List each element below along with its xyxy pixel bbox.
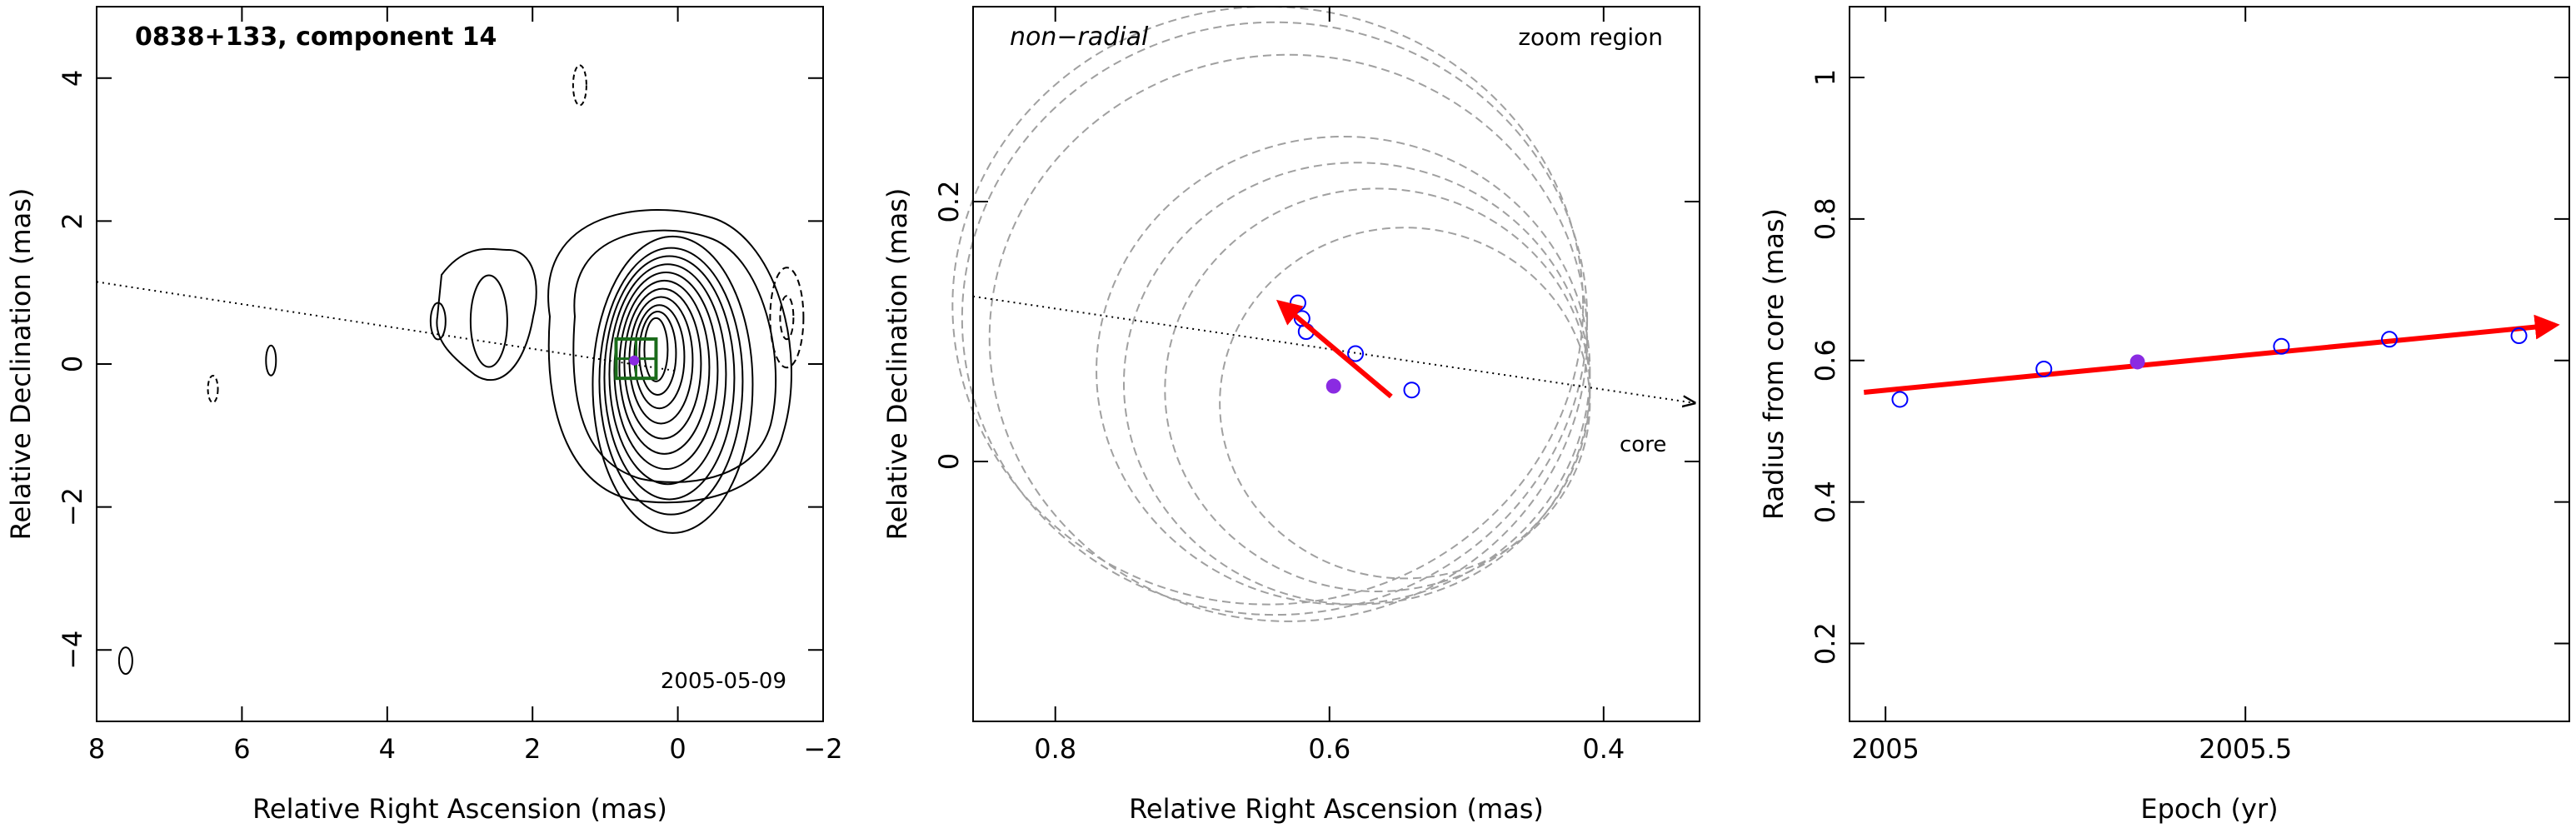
- panel-2-label-non-radial: non−radial: [1010, 22, 1149, 52]
- contour: [469, 274, 508, 368]
- error-circle: [1096, 136, 1591, 606]
- panel-2: 0.8 0.6 0.4 0.2 0 non−radial zoom region cor…: [881, 6, 1700, 825]
- y-tick-label: 0.6: [1810, 339, 1841, 382]
- panel-1-ticks: 8 6 4 2 0 −2 4 2 0 −2 −4: [57, 7, 843, 765]
- panel-2-error-circles: [951, 6, 1591, 622]
- x-tick-label: 8: [88, 733, 105, 765]
- error-circle: [1164, 187, 1591, 593]
- error-circle: [951, 6, 1585, 606]
- y-tick-label: 0: [933, 453, 965, 470]
- panel-2-jet-axis: [972, 295, 1695, 403]
- y-tick-label: 4: [57, 70, 88, 87]
- y-tick-label: 0.2: [933, 181, 965, 223]
- y-tick-label: 1: [1810, 69, 1841, 86]
- contour: [779, 295, 795, 341]
- panel-2-ticks: 0.8 0.6 0.4 0.2 0: [933, 7, 1700, 765]
- panel-2-label-zoom-region: zoom region: [1518, 23, 1663, 51]
- panel-1-jet-axis: [96, 281, 678, 372]
- x-tick-label: 0.8: [1034, 733, 1076, 765]
- y-tick-label: 2: [57, 212, 88, 229]
- x-tick-label: 0.4: [1582, 733, 1625, 765]
- contour: [207, 375, 219, 404]
- panel-2-xlabel: Relative Right Ascension (mas): [1129, 793, 1544, 825]
- highlight-point: [2129, 354, 2145, 370]
- panel-2-frame: [972, 6, 1700, 722]
- data-point: [2273, 337, 2290, 355]
- data-point: [1347, 345, 1365, 362]
- contour: [572, 229, 777, 483]
- contour: [618, 279, 711, 455]
- panel-3-trend-arrow: [1863, 314, 2560, 395]
- panel-3-xlabel: Epoch (yr): [2140, 793, 2278, 825]
- contour: [643, 317, 669, 382]
- x-tick-label: 2005.5: [2199, 733, 2292, 765]
- contour: [638, 311, 677, 397]
- x-tick-label: −2: [803, 733, 842, 765]
- x-tick-label: 0: [669, 733, 686, 765]
- x-tick-label: 4: [379, 733, 396, 765]
- panel-1: 8 6 4 2 0 −2 4 2 0 −2 −4 0838+133, component 14 20…: [5, 6, 843, 825]
- data-point: [1289, 294, 1306, 312]
- data-point: [1891, 391, 1909, 408]
- panel-1-contours: [117, 64, 805, 676]
- contour: [769, 267, 805, 369]
- panel-1-frame: [96, 6, 824, 722]
- panel-1-title: 0838+133, component 14: [135, 22, 497, 52]
- panel-3-ticks: 2005 2005.5 0.2 0.4 0.6 0.8 1: [1810, 7, 2569, 765]
- panel-3: 2005 2005.5 0.2 0.4 0.6 0.8 1 Epoch (yr) Radiu…: [1758, 6, 2570, 825]
- panel-3-ylabel: Radius from core (mas): [1758, 208, 1790, 520]
- panel-2-points: [1289, 294, 1420, 399]
- data-point: [2381, 331, 2398, 348]
- contour: [598, 247, 744, 516]
- y-tick-label: 0: [57, 356, 88, 372]
- data-point: [2035, 360, 2053, 377]
- data-point: [2510, 327, 2528, 345]
- data-point: [1403, 382, 1420, 399]
- y-tick-label: −4: [57, 631, 88, 670]
- panel-3-points: [1891, 327, 2528, 408]
- contour: [436, 247, 537, 381]
- x-tick-label: 2: [524, 733, 541, 765]
- panel-2-ylabel: Relative Declination (mas): [881, 188, 913, 541]
- contour: [608, 263, 727, 486]
- contour: [429, 302, 447, 341]
- contour: [623, 287, 702, 440]
- contour: [592, 235, 754, 534]
- y-tick-label: −2: [57, 487, 88, 526]
- highlight-point: [1325, 378, 1341, 394]
- contour: [265, 344, 277, 377]
- contour: [603, 255, 736, 501]
- y-tick-label: 0.2: [1810, 622, 1841, 665]
- y-tick-label: 0.4: [1810, 481, 1841, 523]
- contour: [547, 209, 792, 504]
- panel-2-core-label: core: [1620, 432, 1666, 457]
- panel-3-frame: [1849, 6, 2570, 722]
- contour: [633, 304, 686, 410]
- panel-1-ylabel: Relative Declination (mas): [5, 188, 37, 541]
- panel-1-component-marker: [629, 355, 640, 366]
- error-circle: [1122, 162, 1591, 606]
- x-tick-label: 6: [233, 733, 250, 765]
- contour: [613, 272, 719, 471]
- error-circle: [1219, 227, 1591, 580]
- panel-2-velocity-arrow: [1276, 299, 1393, 399]
- error-circle: [988, 53, 1589, 622]
- x-tick-label: 0.6: [1308, 733, 1350, 765]
- panel-1-xlabel: Relative Right Ascension (mas): [252, 793, 667, 825]
- panel-1-date-label: 2005-05-09: [661, 669, 786, 694]
- contour: [572, 64, 587, 107]
- x-tick-label: 2005: [1851, 733, 1919, 765]
- error-circle: [961, 21, 1589, 616]
- contour: [117, 646, 133, 676]
- y-tick-label: 0.8: [1810, 197, 1841, 240]
